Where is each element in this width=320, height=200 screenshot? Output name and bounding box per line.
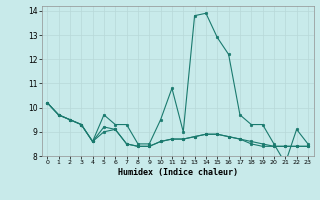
X-axis label: Humidex (Indice chaleur): Humidex (Indice chaleur) xyxy=(118,168,237,177)
